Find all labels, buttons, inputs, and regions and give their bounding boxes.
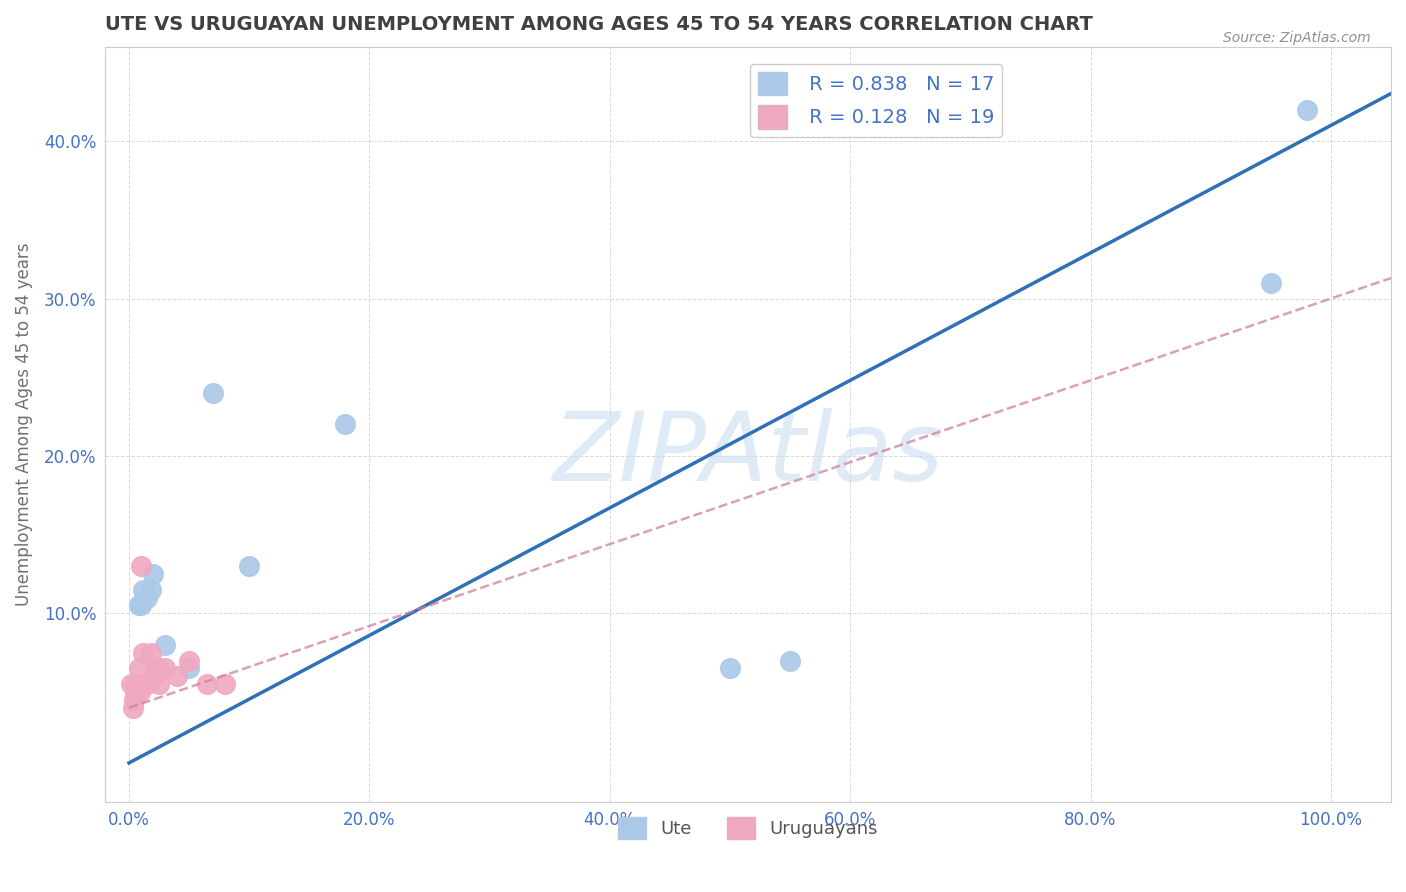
Point <box>136 591 159 605</box>
Point <box>124 685 146 699</box>
Text: UTE VS URUGUAYAN UNEMPLOYMENT AMONG AGES 45 TO 54 YEARS CORRELATION CHART: UTE VS URUGUAYAN UNEMPLOYMENT AMONG AGES… <box>105 15 1092 34</box>
Point <box>136 677 159 691</box>
Point <box>121 701 143 715</box>
Point <box>238 559 260 574</box>
Text: Source: ZipAtlas.com: Source: ZipAtlas.com <box>1223 31 1371 45</box>
Point <box>335 417 357 432</box>
Point <box>214 677 236 691</box>
Point <box>148 677 170 691</box>
Point <box>132 646 155 660</box>
Point <box>142 669 165 683</box>
Point <box>139 582 162 597</box>
Point <box>124 677 146 691</box>
Point <box>153 638 176 652</box>
Point <box>122 693 145 707</box>
Point <box>202 386 225 401</box>
Text: ZIPAtlas: ZIPAtlas <box>553 409 943 501</box>
Point <box>153 661 176 675</box>
Point <box>129 559 152 574</box>
Point <box>120 677 142 691</box>
Point <box>195 677 218 691</box>
Point <box>166 669 188 683</box>
Point <box>139 646 162 660</box>
Point <box>127 677 149 691</box>
Point <box>128 661 150 675</box>
Point <box>129 599 152 613</box>
Point <box>718 661 741 675</box>
Point <box>132 582 155 597</box>
Point <box>779 654 801 668</box>
Point <box>145 661 167 675</box>
Point <box>128 685 150 699</box>
Point <box>142 567 165 582</box>
Point <box>1260 276 1282 290</box>
Point <box>148 661 170 675</box>
Point <box>177 661 200 675</box>
Point <box>177 654 200 668</box>
Point <box>1295 103 1317 117</box>
Point <box>128 599 150 613</box>
Y-axis label: Unemployment Among Ages 45 to 54 years: Unemployment Among Ages 45 to 54 years <box>15 243 32 607</box>
Legend: Ute, Uruguayans: Ute, Uruguayans <box>612 810 884 847</box>
